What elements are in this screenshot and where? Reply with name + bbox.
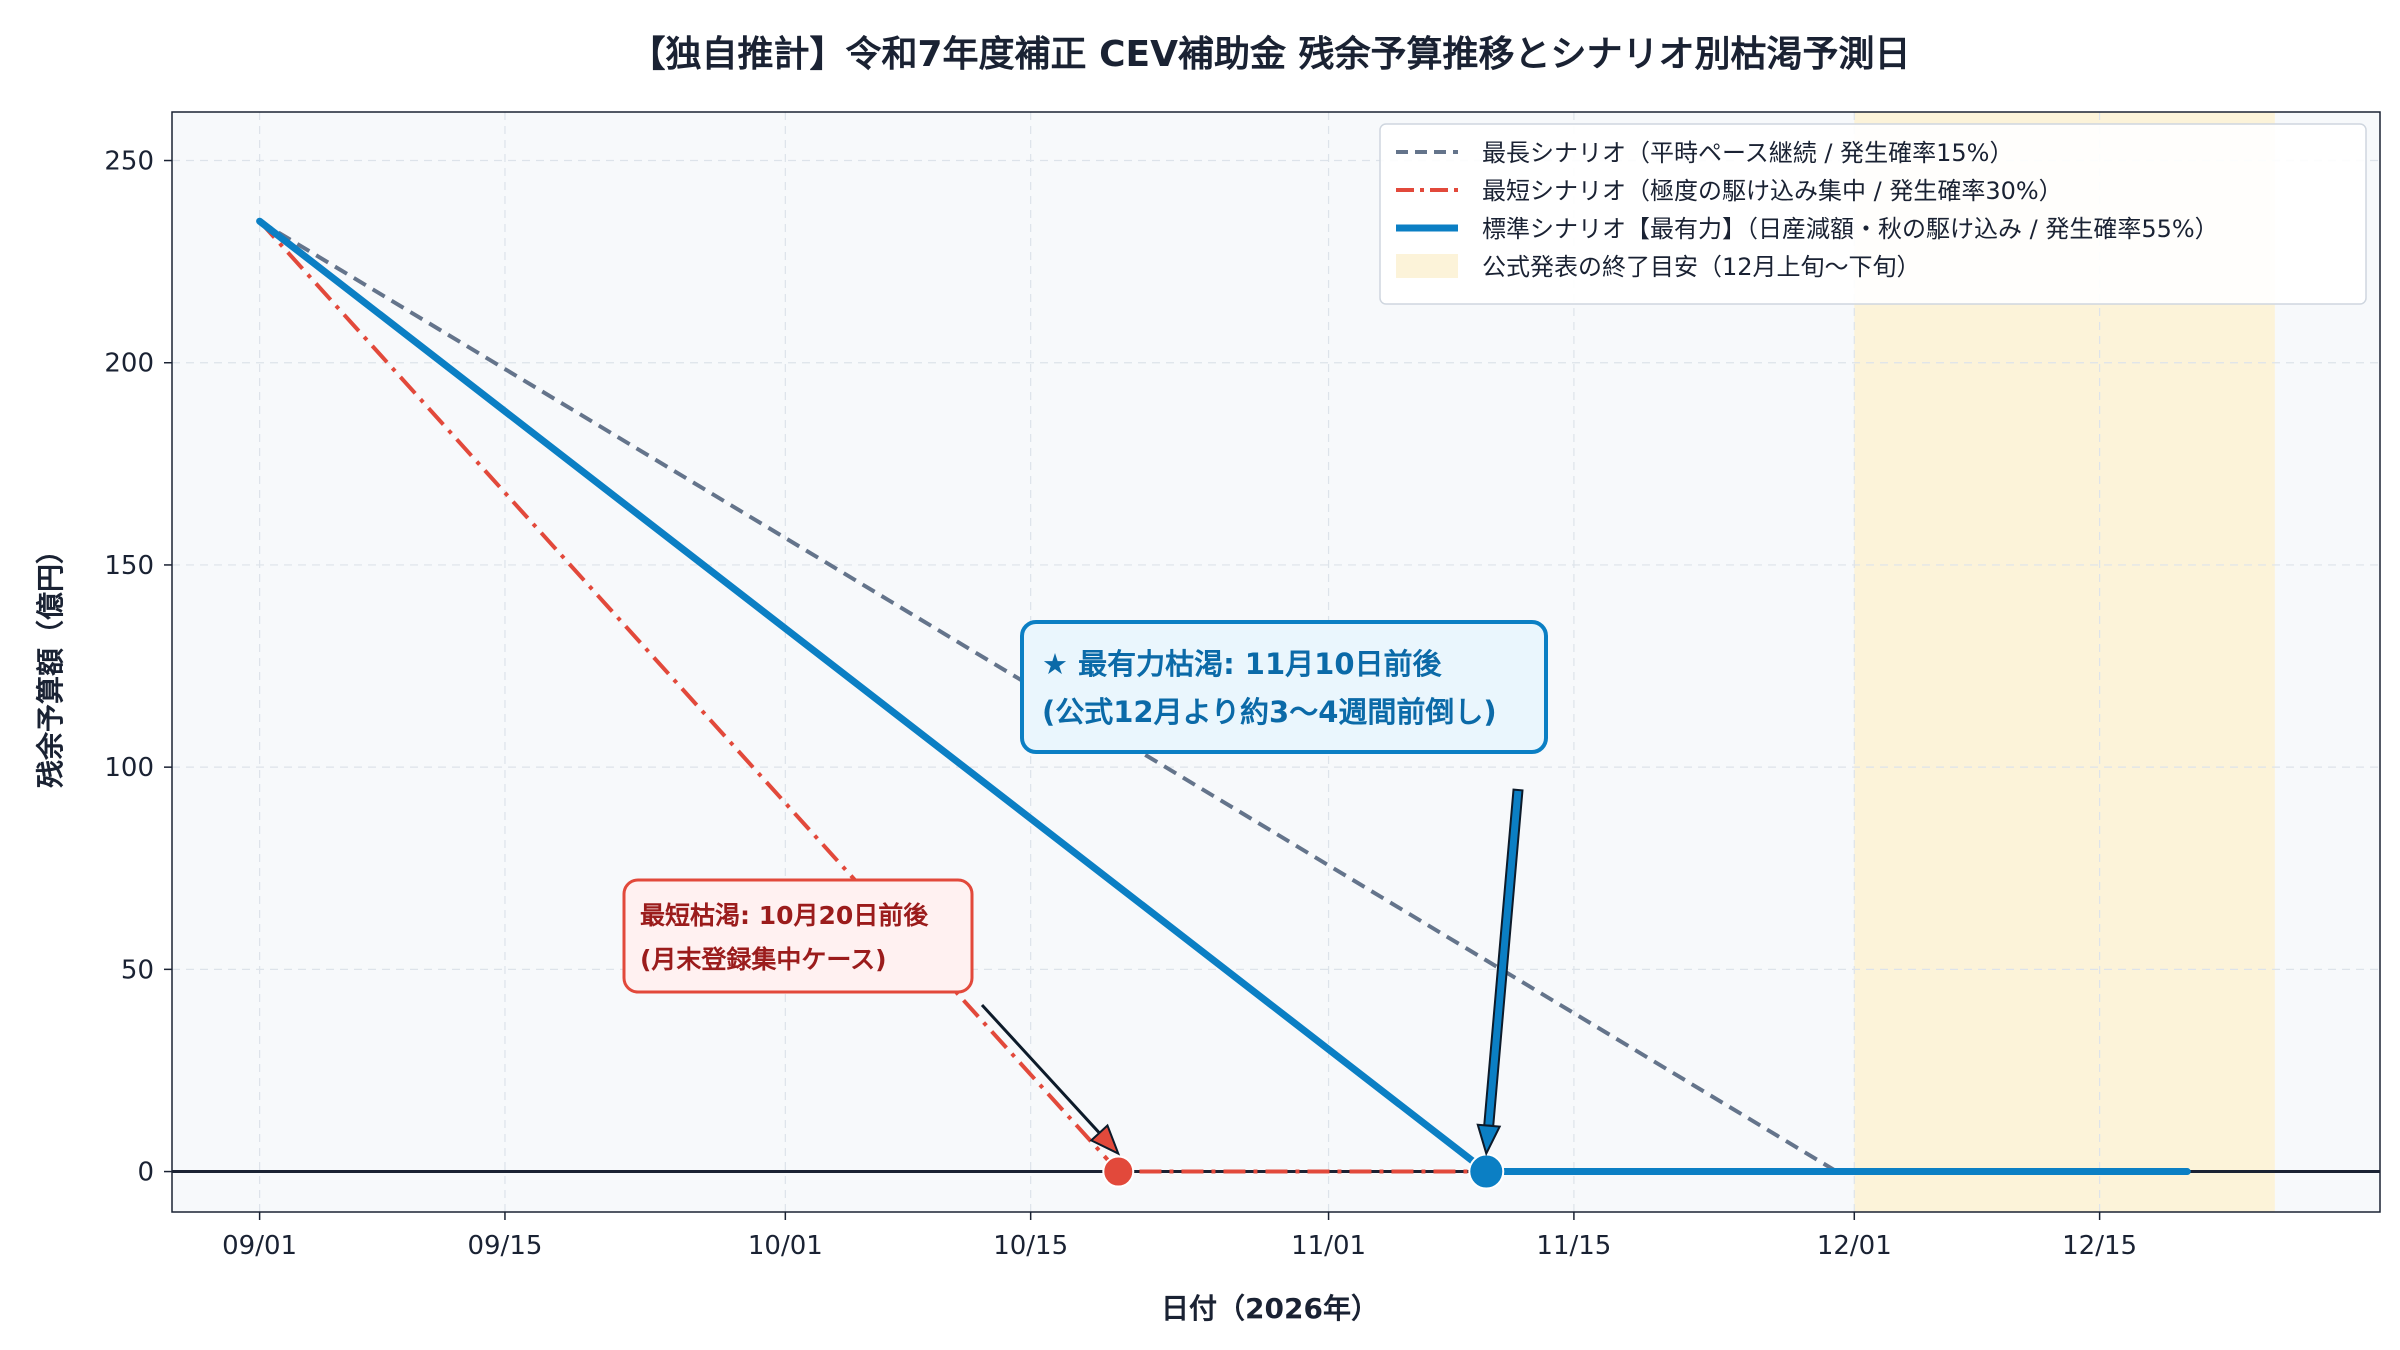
chart-title: 【独自推計】令和7年度補正 CEV補助金 残余予算推移とシナリオ別枯渇予測日 <box>630 33 1911 75</box>
annotation-text-standard: ★ 最有力枯渇: 11月10日前後 <box>1042 647 1443 681</box>
y-tick-label: 200 <box>104 349 154 379</box>
x-tick-label: 11/01 <box>1291 1231 1366 1261</box>
annotation-box-shortest <box>622 878 974 994</box>
plot-frame <box>171 111 2381 1213</box>
y-tick-label: 100 <box>104 753 154 783</box>
annotation-text-standard: (公式12月より約3〜4週間前倒し) <box>1042 695 1497 729</box>
x-tick-label: 09/01 <box>222 1231 297 1261</box>
x-tick-label: 12/15 <box>2062 1231 2137 1261</box>
depletion-marker-1 <box>1468 1153 1505 1190</box>
y-axis-label: 残余予算額（億円） <box>34 536 67 788</box>
y-tick-label: 250 <box>104 147 154 177</box>
annotation-box-standard <box>1020 620 1548 754</box>
x-tick-label: 11/15 <box>1536 1231 1611 1261</box>
tick-layer: 09/01 09/15 10/01 10/15 11/01 11/15 12/01 12/15… <box>104 147 2137 1261</box>
y-tick-label: 0 <box>137 1158 154 1188</box>
legend-label-2: 標準シナリオ【最有力】（日産減額・秋の駆け込み / 発生確率55%） <box>1482 215 2219 243</box>
annotation-layer: 最短枯渇: 10月20日前後 (月末登録集中ケース) ★ 最有力枯渇: 11月10日… <box>622 620 1548 1157</box>
depletion-marker-0 <box>1102 1155 1135 1188</box>
annotation-arrow-shortest <box>980 1003 1101 1134</box>
legend-label-0: 最長シナリオ（平時ペース継続 / 発生確率15%） <box>1482 139 2014 167</box>
x-axis-label: 日付（2026年） <box>1161 1292 1379 1325</box>
x-tick-label: 10/01 <box>748 1231 823 1261</box>
marker-layer <box>1102 1153 1505 1190</box>
x-tick-label: 12/01 <box>1817 1231 1892 1261</box>
annotation-text-shortest: 最短枯渇: 10月20日前後 <box>640 901 929 930</box>
legend-swatch-shaded <box>1396 254 1458 278</box>
annotation-arrowhead-standard <box>1476 1123 1502 1157</box>
legend-label-1: 最短シナリオ（極度の駆け込み集中 / 発生確率30%） <box>1482 177 2063 205</box>
annotation-arrowhead-shortest <box>1089 1123 1121 1156</box>
y-tick-label: 50 <box>121 955 154 985</box>
legend-box <box>1379 123 2367 305</box>
x-tick-label: 09/15 <box>467 1231 542 1261</box>
y-tick-label: 150 <box>104 551 154 581</box>
annotation-text-shortest: (月末登録集中ケース) <box>640 945 887 974</box>
x-tick-label: 10/15 <box>993 1231 1068 1261</box>
legend-label-shaded: 公式発表の終了目安（12月上旬〜下旬） <box>1482 253 1921 281</box>
legend: 最長シナリオ（平時ペース継続 / 発生確率15%） 最短シナリオ（極度の駆け込み集… <box>1379 123 2367 305</box>
